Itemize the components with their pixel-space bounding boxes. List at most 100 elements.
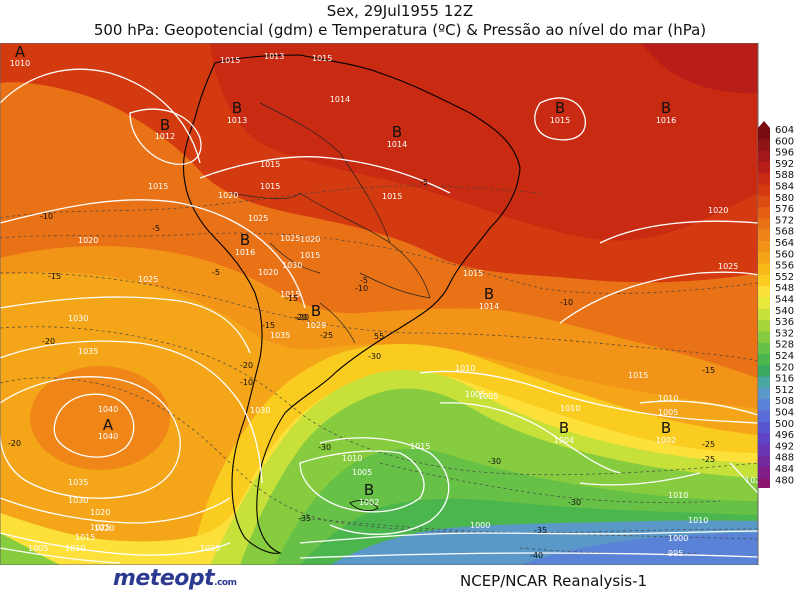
svg-text:-25: -25 [702,440,715,449]
svg-text:1025: 1025 [200,544,220,553]
svg-text:1020: 1020 [708,206,728,215]
colorbar-labels: 6046005965925885845805765725685645605565… [775,125,794,486]
svg-text:-15: -15 [262,321,275,330]
colorbar-label: 584 [775,182,794,193]
svg-text:1013: 1013 [227,116,247,125]
svg-text:1005: 1005 [658,408,678,417]
svg-text:1015: 1015 [260,160,280,169]
colorbar-label: 556 [775,261,794,272]
colorbar-swatch [758,478,770,488]
svg-text:1030: 1030 [68,496,88,505]
svg-text:1014: 1014 [479,302,499,311]
svg-text:1002: 1002 [656,436,676,445]
svg-text:-10: -10 [355,284,368,293]
svg-text:1029: 1029 [306,321,326,330]
colorbar-swatch [758,342,770,355]
svg-text:-15: -15 [702,366,715,375]
svg-text:-10: -10 [40,212,53,221]
meteopt-logo: meteopt.com [113,566,237,591]
svg-text:55: 55 [374,332,384,341]
colorbar-swatch [758,444,770,457]
svg-text:-5: -5 [360,276,368,285]
svg-text:B: B [232,99,242,117]
colorbar-label: 588 [775,170,794,181]
svg-text:-35: -35 [298,514,311,523]
colorbar-label: 532 [775,328,794,339]
svg-text:-20: -20 [42,337,55,346]
svg-text:1014: 1014 [330,95,350,104]
map-title: 500 hPa: Geopotencial (gdm) e Temperatur… [93,21,707,39]
svg-text:-15: -15 [48,272,61,281]
svg-text:1020: 1020 [218,191,238,200]
svg-text:1015: 1015 [220,56,240,65]
svg-text:-15: -15 [285,294,298,303]
colorbar-label: 536 [775,317,794,328]
svg-text:B: B [559,419,569,437]
svg-text:-25: -25 [320,331,333,340]
colorbar-label: 580 [775,193,794,204]
svg-text:1010: 1010 [455,364,475,373]
svg-text:1005: 1005 [478,392,498,401]
svg-text:1012: 1012 [155,132,175,141]
band-sw-green [0,533,60,565]
svg-text:1020: 1020 [745,476,760,485]
colorbar-label: 512 [775,385,794,396]
svg-text:-5: -5 [212,268,220,277]
colorbar-swatch [758,274,770,287]
isobar-labels: 1013 1015 1015 1015 1015 1015 1015 1020 … [28,52,760,558]
falkland-islands [349,500,379,512]
colorbar-label: 552 [775,272,794,283]
svg-text:1014: 1014 [387,140,407,149]
svg-text:-5: -5 [420,178,428,187]
colorbar-label: 516 [775,374,794,385]
svg-text:B: B [240,231,250,249]
svg-text:1040: 1040 [98,405,118,414]
colorbar-label: 500 [775,419,794,430]
colorbar-label: 520 [775,362,794,373]
colorbar-label: 540 [775,306,794,317]
colorbar-swatch [758,241,770,253]
svg-text:1010: 1010 [668,491,688,500]
svg-text:-30: -30 [318,443,331,452]
svg-text:1035: 1035 [270,331,290,340]
svg-text:-20: -20 [240,361,253,370]
colorbar-label: 604 [775,125,794,136]
colorbar-swatch [758,376,770,389]
colorbar-label: 544 [775,295,794,306]
svg-text:-20: -20 [296,313,309,322]
svg-text:995: 995 [668,549,683,558]
svg-text:1025: 1025 [90,523,110,532]
colorbar-label: 480 [775,475,794,486]
svg-text:1015: 1015 [300,251,320,260]
colorbar-swatch [758,467,770,479]
svg-text:B: B [160,116,170,134]
svg-text:B: B [484,285,494,303]
svg-text:B: B [311,302,321,320]
svg-text:-30: -30 [488,457,501,466]
svg-text:1030: 1030 [282,261,302,270]
colorbar-swatch [758,184,770,197]
colorbar-label: 592 [775,159,794,170]
svg-text:-40: -40 [530,551,543,560]
svg-text:1040: 1040 [98,432,118,441]
svg-text:1000: 1000 [668,534,688,543]
colorbar-swatch [758,229,770,242]
colorbar-swatch [758,252,770,265]
svg-text:-35: -35 [534,526,547,535]
colorbar-swatch [758,195,770,208]
colorbar-label: 524 [775,351,794,362]
pressure-center: 1014 [330,95,350,104]
svg-text:1025: 1025 [138,275,158,284]
colorbar-swatch [758,365,770,378]
svg-text:A: A [103,416,114,434]
svg-text:1030: 1030 [68,314,88,323]
colorbar-label: 488 [775,453,794,464]
